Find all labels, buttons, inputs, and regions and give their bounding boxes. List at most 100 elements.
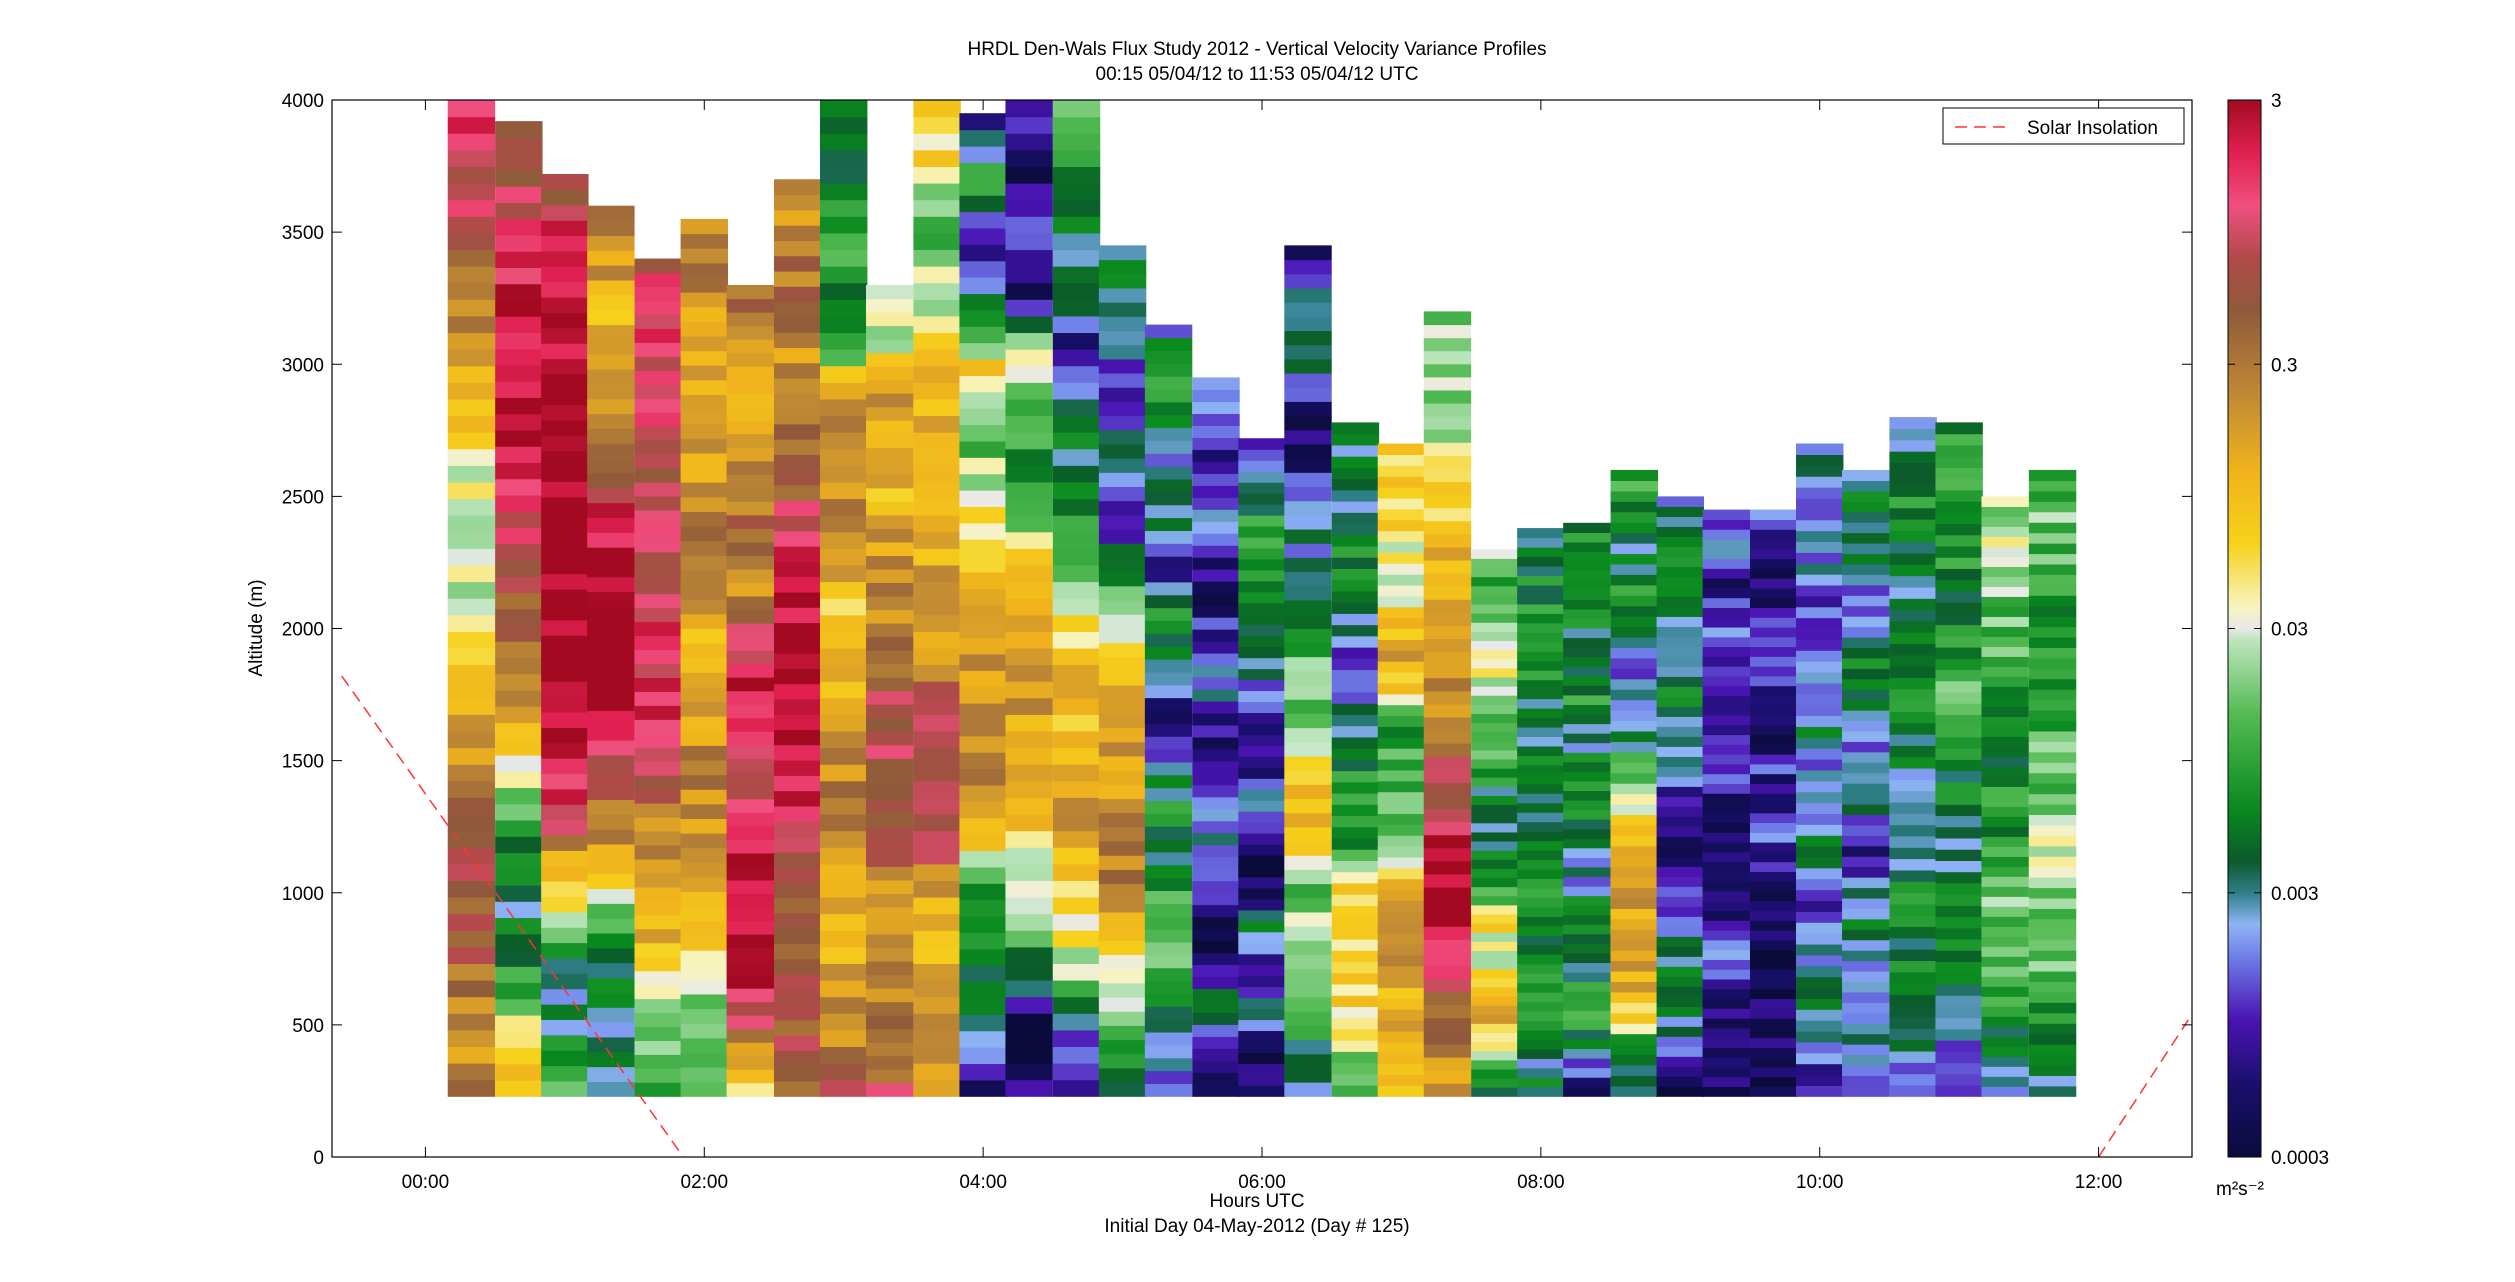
- heatmap-cell: [1796, 900, 1844, 912]
- heatmap-cell: [1702, 930, 1751, 941]
- heatmap-cell: [1192, 688, 1240, 702]
- heatmap-cell: [1517, 897, 1565, 908]
- heatmap-cell: [1471, 676, 1519, 687]
- heatmap-cell: [1610, 950, 1658, 962]
- heatmap-cell: [1610, 908, 1658, 920]
- heatmap-cell: [1935, 1073, 1983, 1086]
- heatmap-cell: [495, 543, 543, 561]
- heatmap-cell: [1471, 603, 1519, 614]
- heatmap-cell: [1423, 860, 1472, 875]
- heatmap-cell: [1750, 646, 1798, 657]
- heatmap-cell: [541, 327, 589, 344]
- heatmap-cell: [1052, 1029, 1101, 1048]
- heatmap-cell: [773, 561, 822, 578]
- heatmap-cell: [820, 797, 868, 815]
- heatmap-cell: [587, 368, 635, 385]
- heatmap-cell: [2028, 1064, 2077, 1076]
- heatmap-cell: [1331, 781, 1380, 794]
- heatmap-cell: [1981, 716, 2029, 727]
- heatmap-cell: [959, 948, 1007, 966]
- heatmap-cell: [1331, 1028, 1380, 1041]
- heatmap-cell: [959, 162, 1007, 180]
- heatmap-cell: [820, 216, 868, 234]
- heatmap-cell: [773, 760, 822, 776]
- heatmap-cell: [1377, 487, 1426, 499]
- heatmap-cell: [913, 946, 961, 964]
- heatmap-cell: [587, 843, 635, 860]
- heatmap-cell: [1331, 1017, 1380, 1030]
- heatmap-cell: [1192, 401, 1240, 414]
- heatmap-cell: [1331, 467, 1380, 480]
- heatmap-cell: [1935, 815, 1983, 828]
- heatmap-cell: [959, 784, 1007, 802]
- heatmap-cell: [726, 622, 774, 638]
- heatmap-cell: [1005, 830, 1053, 848]
- heatmap-cell: [1377, 1063, 1426, 1076]
- heatmap-cell: [866, 893, 914, 908]
- heatmap-cell: [1656, 1076, 1704, 1087]
- heatmap-cell: [1796, 846, 1844, 858]
- heatmap-cell: [1098, 741, 1147, 757]
- heatmap-cell: [634, 984, 682, 1000]
- heatmap-cell: [1052, 664, 1101, 682]
- heatmap-cell: [1796, 639, 1844, 651]
- heatmap-cell: [1238, 745, 1286, 757]
- heatmap-cell: [1842, 991, 1890, 1003]
- heatmap-cell: [1842, 835, 1890, 847]
- heatmap-cell: [1005, 183, 1053, 201]
- heatmap-cell: [913, 896, 961, 915]
- heatmap-cell: [1796, 1020, 1844, 1032]
- heatmap-cell: [1238, 1074, 1286, 1086]
- heatmap-cell: [1098, 1067, 1147, 1083]
- heatmap-cell: [447, 448, 496, 466]
- heatmap-cell: [820, 564, 868, 583]
- heatmap-cell: [1842, 929, 1890, 941]
- heatmap-cells: [447, 100, 2077, 1097]
- heatmap-cell: [866, 284, 914, 300]
- heatmap-cell: [1471, 722, 1519, 733]
- x-tick-label: 10:00: [1796, 1172, 1844, 1193]
- heatmap-cell: [1563, 847, 1611, 858]
- heatmap-cell: [1935, 894, 1983, 906]
- heatmap-cell: [1192, 988, 1240, 1001]
- heatmap-cell: [447, 116, 496, 134]
- heatmap-cell: [726, 920, 774, 935]
- heatmap-cell: [1563, 742, 1611, 753]
- heatmap-cell: [587, 220, 635, 236]
- heatmap-cell: [587, 903, 635, 919]
- heatmap-cell: [1842, 584, 1890, 596]
- heatmap-cell: [820, 780, 868, 798]
- heatmap-cell: [1702, 1037, 1751, 1048]
- heatmap-cell: [1284, 897, 1332, 913]
- heatmap-cell: [1005, 315, 1053, 334]
- heatmap-cell: [1796, 563, 1844, 575]
- heatmap-cell: [2028, 929, 2077, 941]
- heatmap-cell: [1610, 636, 1658, 648]
- heatmap-cell: [1796, 878, 1844, 891]
- heatmap-cell: [1377, 1020, 1426, 1032]
- heatmap-cell: [1471, 840, 1519, 851]
- heatmap-cell: [1702, 568, 1751, 579]
- x-tick-label: 06:00: [1238, 1172, 1286, 1193]
- heatmap-cell: [2028, 877, 2077, 889]
- heatmap-cell: [1052, 946, 1101, 964]
- heatmap-cell: [1656, 566, 1704, 577]
- heatmap-cell: [959, 801, 1007, 819]
- heatmap-cell: [2028, 699, 2077, 711]
- heatmap-cell: [1610, 522, 1658, 534]
- heatmap-cell: [1796, 1085, 1844, 1097]
- heatmap-cell: [1005, 847, 1053, 865]
- heatmap-cell: [587, 250, 635, 266]
- heatmap-cell: [447, 797, 496, 815]
- heatmap-cell: [1377, 639, 1426, 651]
- heatmap-cell: [726, 933, 774, 949]
- heatmap-cell: [1981, 796, 2029, 807]
- heatmap-cell: [1005, 963, 1053, 981]
- heatmap-cell: [1192, 569, 1240, 582]
- heatmap-cell: [541, 957, 589, 974]
- heatmap-cell: [1610, 1002, 1658, 1014]
- heatmap-cell: [913, 681, 961, 699]
- heatmap-cell: [959, 604, 1007, 622]
- heatmap-cell: [1144, 478, 1193, 493]
- heatmap-cell: [1377, 922, 1426, 934]
